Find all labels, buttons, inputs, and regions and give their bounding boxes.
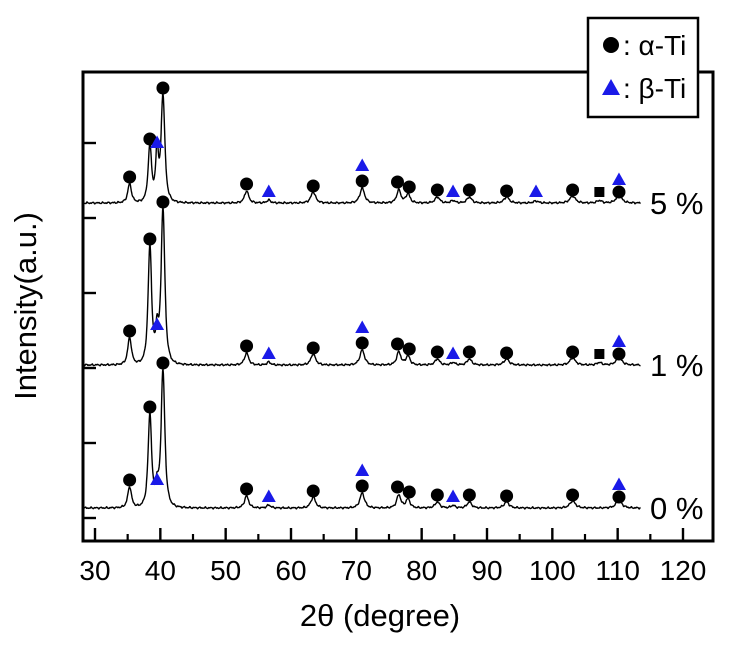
alpha-ti-peak-marker [402,342,416,356]
xrd-trace-1pct [83,206,641,367]
alpha-ti-peak-marker [240,339,254,353]
beta-ti-peak-marker [355,463,370,476]
xrd-trace-0pct [83,368,641,510]
x-tick-label: 90 [471,555,502,586]
alpha-ti-peak-marker [402,180,416,194]
legend-frame [586,16,700,119]
series-label-5pct: 5 % [650,186,703,221]
alpha-ti-peak-marker [306,179,320,193]
legend-alpha-circle-icon [603,37,619,53]
legend-beta-triangle-icon [602,79,620,95]
x-tick-label: 80 [406,555,437,586]
x-tick-label: 100 [529,555,576,586]
alpha-ti-peak-marker [402,485,416,499]
beta-ti-peak-marker [612,477,626,490]
alpha-ti-peak-marker [500,489,514,503]
x-tick-label: 60 [275,555,306,586]
alpha-ti-peak-marker [612,490,626,504]
alpha-ti-peak-marker [143,132,157,146]
alpha-ti-peak-marker [430,488,444,502]
series-label-0pct: 0 % [650,491,703,526]
beta-ti-peak-marker [612,334,626,347]
unassigned-peak-marker [594,349,605,359]
beta-ti-peak-marker [612,172,626,185]
alpha-ti-peak-marker [462,183,476,197]
alpha-ti-peak-marker [390,337,404,351]
alpha-ti-peak-marker [355,336,369,350]
alpha-ti-peak-marker [612,185,626,199]
alpha-ti-peak-marker [240,482,254,496]
alpha-ti-peak-marker [462,345,476,359]
alpha-ti-peak-marker [612,347,626,361]
plot-frame [81,70,715,543]
x-tick-label: 40 [145,555,176,586]
alpha-ti-peak-marker [390,175,404,189]
beta-ti-peak-marker [529,184,543,197]
x-tick-label: 120 [660,555,707,586]
beta-ti-peak-marker [355,320,370,333]
legend-entry-label: : β-Ti [623,73,686,104]
x-tick-label: 70 [341,555,372,586]
alpha-ti-peak-marker [156,81,170,95]
x-tick-label: 30 [79,555,110,586]
alpha-ti-peak-marker [500,184,514,198]
alpha-ti-peak-marker [156,195,170,209]
legend-entry-label: : α-Ti [623,30,686,61]
alpha-ti-peak-marker [240,177,254,191]
alpha-ti-peak-marker [123,324,137,338]
legend-box: : α-Ti : β-Ti [586,16,700,119]
beta-ti-peak-marker [446,184,460,197]
beta-ti-peak-marker [446,489,460,502]
beta-ti-peak-marker [261,184,276,197]
alpha-ti-peak-marker [306,341,320,355]
x-axis-label: 2θ (degree) [300,598,460,633]
alpha-ti-peak-marker [355,479,369,493]
x-tick-label: 110 [595,555,640,586]
alpha-ti-peak-marker [566,488,580,502]
unassigned-peak-marker [594,187,605,197]
x-tick-label: 50 [210,555,241,586]
beta-ti-peak-marker [355,158,370,171]
alpha-ti-peak-marker [500,346,514,360]
alpha-ti-peak-marker [430,345,444,359]
beta-ti-peak-marker [261,489,276,502]
alpha-ti-peak-marker [566,183,580,197]
alpha-ti-peak-marker [156,356,170,370]
beta-ti-peak-marker [446,346,460,359]
alpha-ti-peak-marker [355,174,369,188]
beta-ti-peak-marker [150,135,165,148]
y-axis-label: Intensity(a.u.) [8,212,43,400]
series-label-1pct: 1 % [650,348,703,383]
alpha-ti-peak-marker [462,488,476,502]
alpha-ti-peak-marker [143,400,157,414]
alpha-ti-peak-marker [306,484,320,498]
beta-ti-peak-marker [150,317,165,330]
beta-ti-peak-marker [150,472,165,485]
alpha-ti-peak-marker [123,473,137,487]
alpha-ti-peak-marker [430,183,444,197]
alpha-ti-peak-marker [143,232,157,246]
alpha-ti-peak-marker [123,170,137,184]
alpha-ti-peak-marker [390,480,404,494]
beta-ti-peak-marker [261,346,276,359]
alpha-ti-peak-marker [566,345,580,359]
